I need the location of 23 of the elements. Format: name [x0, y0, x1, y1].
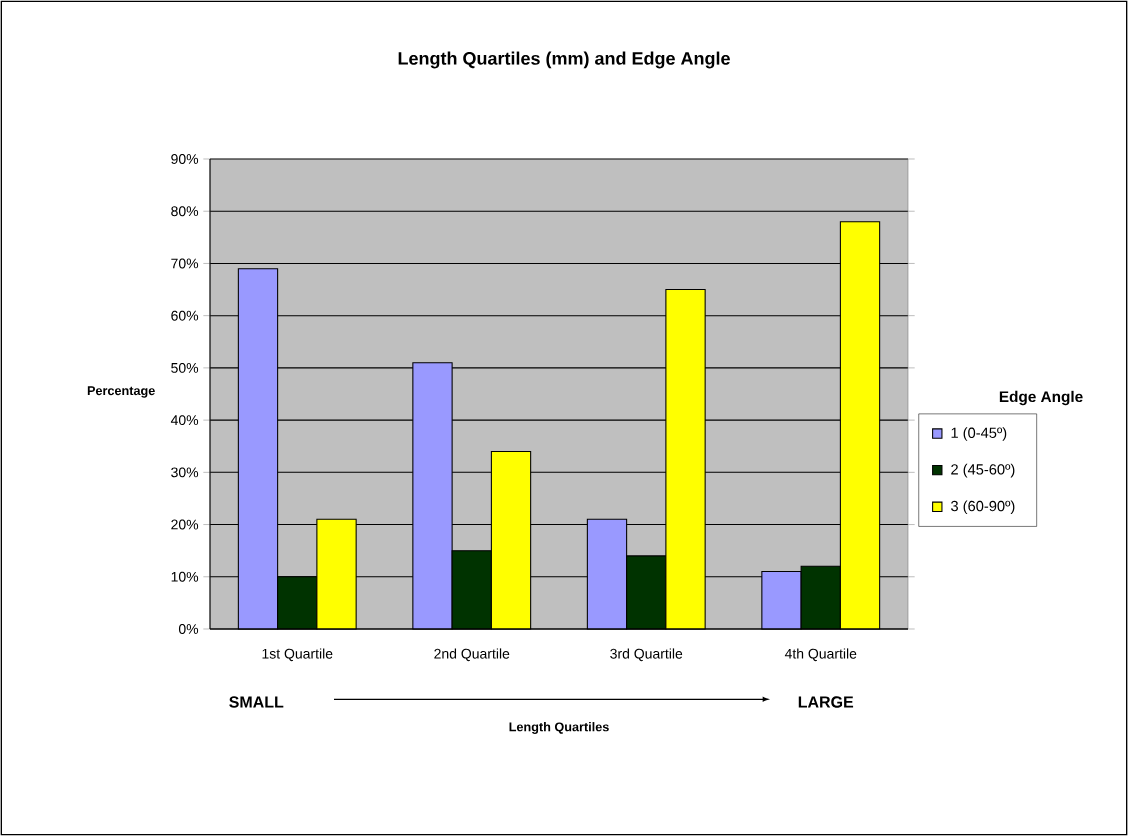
y-tick-label: 20% — [171, 519, 199, 530]
chart-title: Length Quartiles (mm) and Edge Angle — [398, 51, 730, 69]
legend-label: 1 (0-45º) — [951, 427, 1007, 441]
y-tick-label: 80% — [171, 206, 199, 217]
x-tick-label: 1st Quartile — [262, 648, 333, 662]
legend-label: 2 (45-60º) — [951, 463, 1015, 478]
text: SMALL — [229, 696, 284, 708]
y-tick-label: 90% — [171, 154, 199, 164]
y-tick-label: 0% — [178, 624, 199, 634]
x-tick-label: 2nd Quartile — [434, 648, 510, 662]
x-tick-label: 3rd Quartile — [610, 648, 683, 662]
y-tick-label: 50% — [171, 362, 199, 373]
x-axis-title: Length Quartiles — [509, 722, 609, 734]
legend-label: 3 (60-90º) — [951, 500, 1015, 515]
text: LARGE — [798, 696, 854, 708]
y-tick-label: 30% — [171, 467, 199, 478]
y-axis-title: Percentage — [87, 386, 155, 398]
y-tick-label: 60% — [171, 310, 199, 321]
y-tick-label: 40% — [170, 415, 199, 426]
x-tick-label: 4th Quartile — [784, 648, 857, 662]
legend-title: Edge Angle — [999, 390, 1083, 406]
y-tick-label: 10% — [171, 571, 199, 582]
y-tick-label: 70% — [171, 258, 199, 269]
